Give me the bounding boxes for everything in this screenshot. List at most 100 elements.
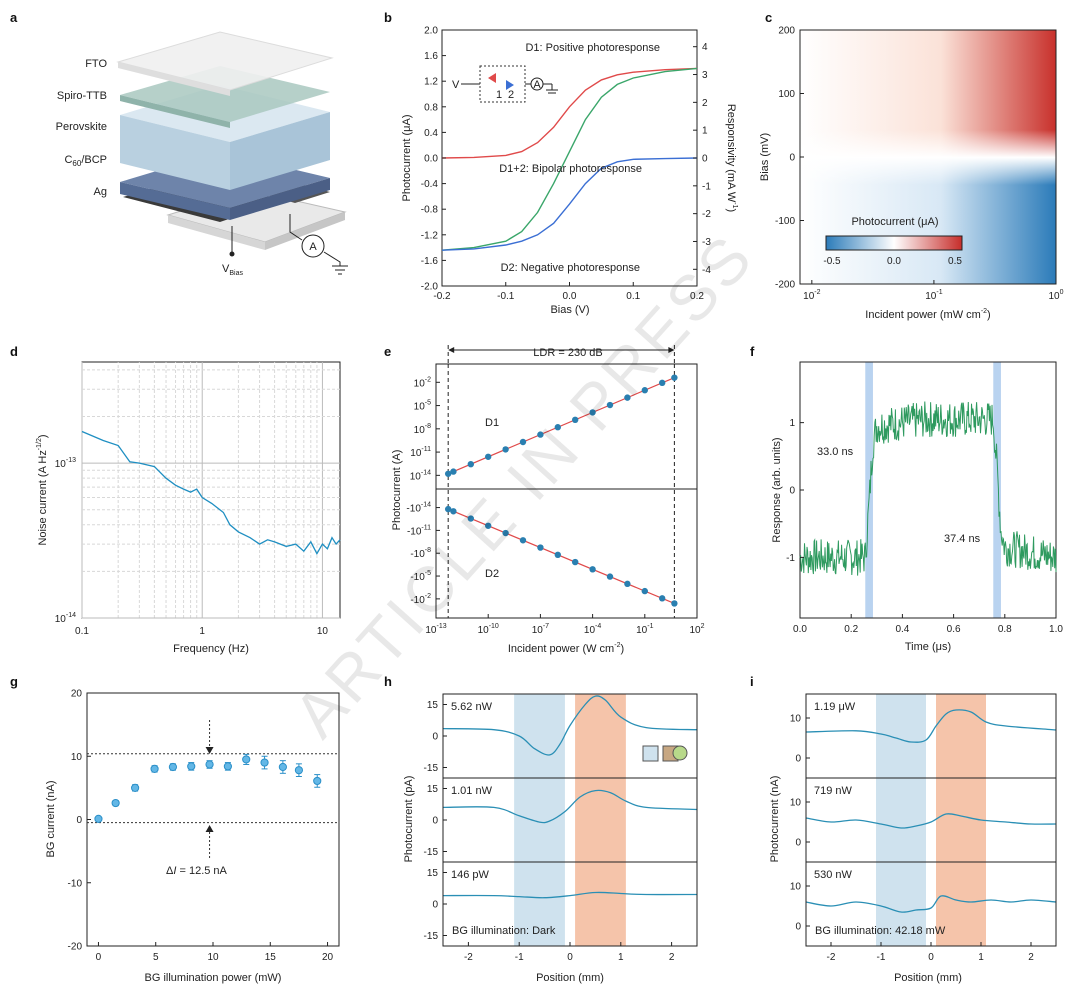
inset-label-2: 2 bbox=[508, 89, 514, 101]
data-point-e-d1 bbox=[537, 431, 544, 438]
xtick-label-h: 1 bbox=[618, 952, 624, 963]
ytick-label-b: -0.4 bbox=[421, 179, 439, 190]
data-point-e-d1 bbox=[519, 438, 527, 446]
xtick-label-d: 1 bbox=[199, 626, 205, 637]
ylabel-i: Photocurrent (nA) bbox=[769, 776, 781, 863]
data-point-g bbox=[111, 798, 120, 808]
xtick-label-d: 10 bbox=[317, 626, 329, 637]
xtick-label-f: 0.4 bbox=[895, 624, 909, 635]
y2tick-label-b: 1 bbox=[702, 126, 708, 137]
ytick-label-d: 10-13 bbox=[55, 457, 76, 470]
data-point-e-d1 bbox=[641, 387, 648, 394]
data-point-e-d2 bbox=[467, 515, 474, 522]
plot-frame-d bbox=[81, 361, 341, 619]
data-point-e-d1 bbox=[659, 379, 666, 387]
vbias-terminal bbox=[229, 251, 235, 257]
ytick-label-h: 0 bbox=[432, 900, 438, 911]
ylabel-d: Noise current (A Hz-1/2) bbox=[36, 434, 49, 545]
layer-fto-top bbox=[116, 31, 334, 91]
data-point-e-d1 bbox=[467, 460, 474, 468]
inset-label-1: 1 bbox=[496, 89, 502, 101]
data-point-e-d1 bbox=[624, 394, 631, 401]
data-point-g bbox=[94, 814, 103, 823]
ytick-label-c: 0 bbox=[789, 153, 795, 164]
xtick-label-f: 0.6 bbox=[947, 624, 961, 635]
colorbar-title: Photocurrent (μA) bbox=[851, 216, 938, 228]
ytick-label-c: -200 bbox=[775, 280, 795, 291]
data-point-g bbox=[223, 762, 232, 771]
colorbar-tick-neg: -0.5 bbox=[823, 256, 841, 267]
xtick-label-g: 0 bbox=[96, 952, 102, 963]
panel-label-f: f bbox=[750, 344, 755, 359]
colorbar-tick-zero: 0.0 bbox=[887, 256, 901, 267]
series-line-b-1 bbox=[441, 67, 698, 251]
ytick-label-c: 100 bbox=[778, 89, 795, 100]
ytick-label-e: 10-11 bbox=[410, 446, 431, 459]
layer-c60-front bbox=[120, 182, 230, 220]
xtick-label-d: 0.1 bbox=[75, 626, 89, 637]
ytick-label-f: 0 bbox=[789, 486, 795, 497]
y2label-b: Responsivity (mA W-1) bbox=[725, 104, 738, 212]
data-point-g bbox=[260, 758, 269, 767]
data-point-e-d1 bbox=[671, 374, 678, 381]
linescan-trace-h-2 bbox=[442, 891, 698, 899]
shape-legend-icon bbox=[642, 745, 688, 762]
xtick-label-f: 0.8 bbox=[998, 624, 1012, 635]
data-point-g bbox=[187, 762, 196, 771]
plot-frame-f bbox=[799, 361, 1057, 619]
data-point-e-d1 bbox=[606, 401, 614, 409]
series-label-e-d1: D1 bbox=[485, 417, 499, 429]
ammeter-label: A bbox=[309, 241, 317, 253]
xtick-label-h: 2 bbox=[669, 952, 675, 963]
linescan-trace-h-1 bbox=[442, 789, 698, 824]
ytick-label-b: 1.2 bbox=[424, 77, 438, 88]
heatmap-zero-fade bbox=[800, 130, 1056, 185]
watermark: ARTICLE IN PRESS bbox=[280, 220, 768, 751]
layer-label-ag: Ag bbox=[94, 186, 107, 198]
data-point-g bbox=[313, 776, 322, 786]
xtick-label-i: 2 bbox=[1028, 952, 1034, 963]
xtick-label-h: 0 bbox=[567, 952, 573, 963]
panel-a-stack-diagram: a FTO Spiro-TTB Perovskite C60/BCP Ag VB… bbox=[10, 10, 348, 277]
colorbar-tick-pos: 0.5 bbox=[948, 256, 962, 267]
layer-label-spiro: Spiro-TTB bbox=[57, 90, 107, 102]
ytick-label-i: 10 bbox=[790, 882, 802, 893]
linescan-trace-i-2 bbox=[805, 895, 1057, 913]
ldr-label: LDR = 230 dB bbox=[533, 347, 602, 359]
ldr-arrow-right-icon bbox=[668, 347, 675, 353]
ytick-label-h: 0 bbox=[432, 816, 438, 827]
data-point-e-d2 bbox=[554, 551, 561, 559]
ytick-label-b: 0.8 bbox=[424, 102, 438, 113]
power-label-h-1: 1.01 nW bbox=[451, 785, 493, 797]
panel-d-noise: d 0.1 1 10 10-13 10-14 Frequency (Hz) Noise … bbox=[10, 344, 341, 655]
ammeter-wire-out bbox=[323, 251, 341, 266]
ground-icon bbox=[332, 265, 348, 275]
ytick-label-e: 10-2 bbox=[414, 376, 431, 389]
data-point-e-d2 bbox=[624, 580, 631, 588]
ylabel-e: Photocurrent (A) bbox=[391, 450, 403, 531]
ytick-label-b: -0.8 bbox=[421, 205, 439, 216]
data-point-g bbox=[242, 755, 251, 764]
data-point-g bbox=[205, 760, 214, 769]
data-point-g bbox=[168, 762, 178, 772]
xlabel-b: Bias (V) bbox=[550, 304, 589, 316]
panel-i-linescan: i 1.19 μW 10 0 719 nW 10 0 530 nW 10 0 -2 -1 0 1 2 Po… bbox=[750, 674, 1057, 984]
rise-time-label: 33.0 ns bbox=[817, 446, 854, 458]
xtick-label-b: -0.2 bbox=[433, 291, 451, 302]
panel-label-h: h bbox=[384, 674, 392, 689]
panel-e-ldr: e 10-13 10-10 10-7 10-4 10-1 102 10-2 10-5 10-8 1… bbox=[384, 344, 705, 655]
xtick-label-b: 0.1 bbox=[626, 291, 640, 302]
xtick-label-g: 15 bbox=[265, 952, 277, 963]
ytick-label-b: -1.6 bbox=[421, 256, 439, 267]
delta-arrow-down-icon bbox=[205, 747, 214, 754]
ytick-label-e: 10-14 bbox=[410, 469, 431, 482]
xlabel-i: Position (mm) bbox=[894, 972, 962, 984]
layer-perovskite-right bbox=[230, 112, 330, 190]
series-line-b-2 bbox=[441, 157, 698, 251]
ytick-label-e-neg: -10-11 bbox=[407, 524, 431, 537]
inset-circuit: V 1 2 A bbox=[452, 65, 558, 103]
data-point-g bbox=[131, 783, 140, 792]
xtick-label-g: 20 bbox=[322, 952, 334, 963]
layer-perovskite-front bbox=[120, 115, 230, 190]
xtick-label-i: 0 bbox=[928, 952, 934, 963]
